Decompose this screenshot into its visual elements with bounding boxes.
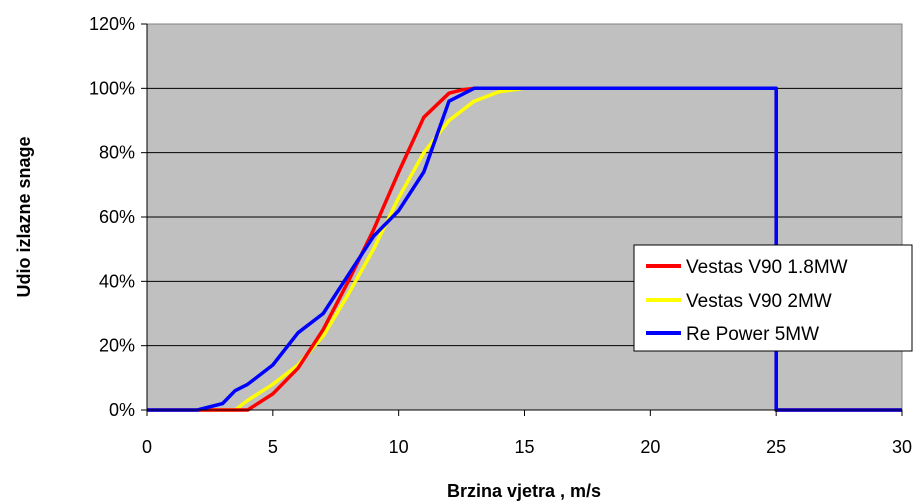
axes [141,23,903,416]
y-tick-label: 100% [89,78,135,98]
legend-label-re-power-5mw: Re Power 5MW [686,324,819,345]
legend: Vestas V90 1.8MW Vestas V90 2MW Re Power… [633,244,913,352]
x-tick-label: 15 [514,437,534,457]
y-tick-label: 0% [109,400,135,420]
x-tick-label: 0 [142,437,152,457]
x-tick-label: 25 [766,437,786,457]
y-tick-label: 20% [99,336,135,356]
y-tick-label: 120% [89,14,135,34]
y-axis-title: Udio izlazne snage [14,136,34,297]
x-axis-title: Brzina vjetra , m/s [447,481,601,501]
x-tick-label: 30 [892,437,912,457]
x-tick-label: 20 [640,437,660,457]
y-tick-label: 40% [99,271,135,291]
y-tick-label: 60% [99,207,135,227]
series-lines [147,86,902,412]
series-line-re-power-5mw [147,86,902,412]
y-tick-label: 80% [99,143,135,163]
legend-label-vestas-v90-1-8mw: Vestas V90 1.8MW [686,257,848,278]
legend-label-vestas-v90-2mw: Vestas V90 2MW [686,291,832,312]
x-tick-label: 5 [268,437,278,457]
tick-labels: 0% 20% 40% 60% 80% 100% 120% 0 5 10 15 20 25 30 [89,14,912,457]
x-tick-label: 10 [389,437,409,457]
